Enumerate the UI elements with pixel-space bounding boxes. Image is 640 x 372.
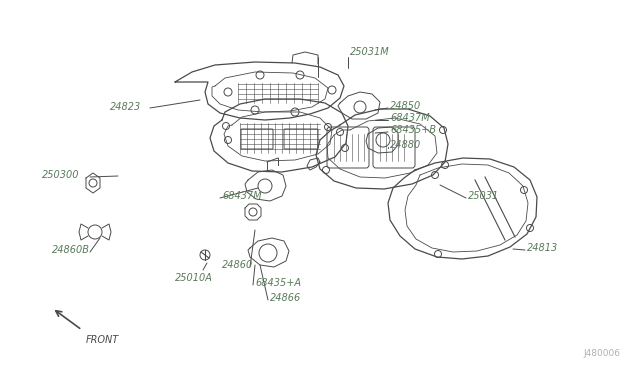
Text: 24823: 24823 <box>110 102 141 112</box>
Text: 25031: 25031 <box>468 191 499 201</box>
Text: 68435+B: 68435+B <box>390 125 436 135</box>
Text: 24860: 24860 <box>222 260 253 270</box>
Text: 250300: 250300 <box>42 170 79 180</box>
Text: 24860B: 24860B <box>52 245 90 255</box>
Text: 25031M: 25031M <box>350 47 390 57</box>
Text: FRONT: FRONT <box>86 335 119 345</box>
Text: 68435+A: 68435+A <box>255 278 301 288</box>
Text: 25010A: 25010A <box>175 273 213 283</box>
Text: 24880: 24880 <box>390 140 421 150</box>
Text: J480006: J480006 <box>583 349 620 358</box>
Text: 24866: 24866 <box>270 293 301 303</box>
Text: 24850: 24850 <box>390 101 421 111</box>
Text: 24813: 24813 <box>527 243 558 253</box>
Text: 68437M: 68437M <box>390 113 429 123</box>
Text: 68437M: 68437M <box>222 191 262 201</box>
